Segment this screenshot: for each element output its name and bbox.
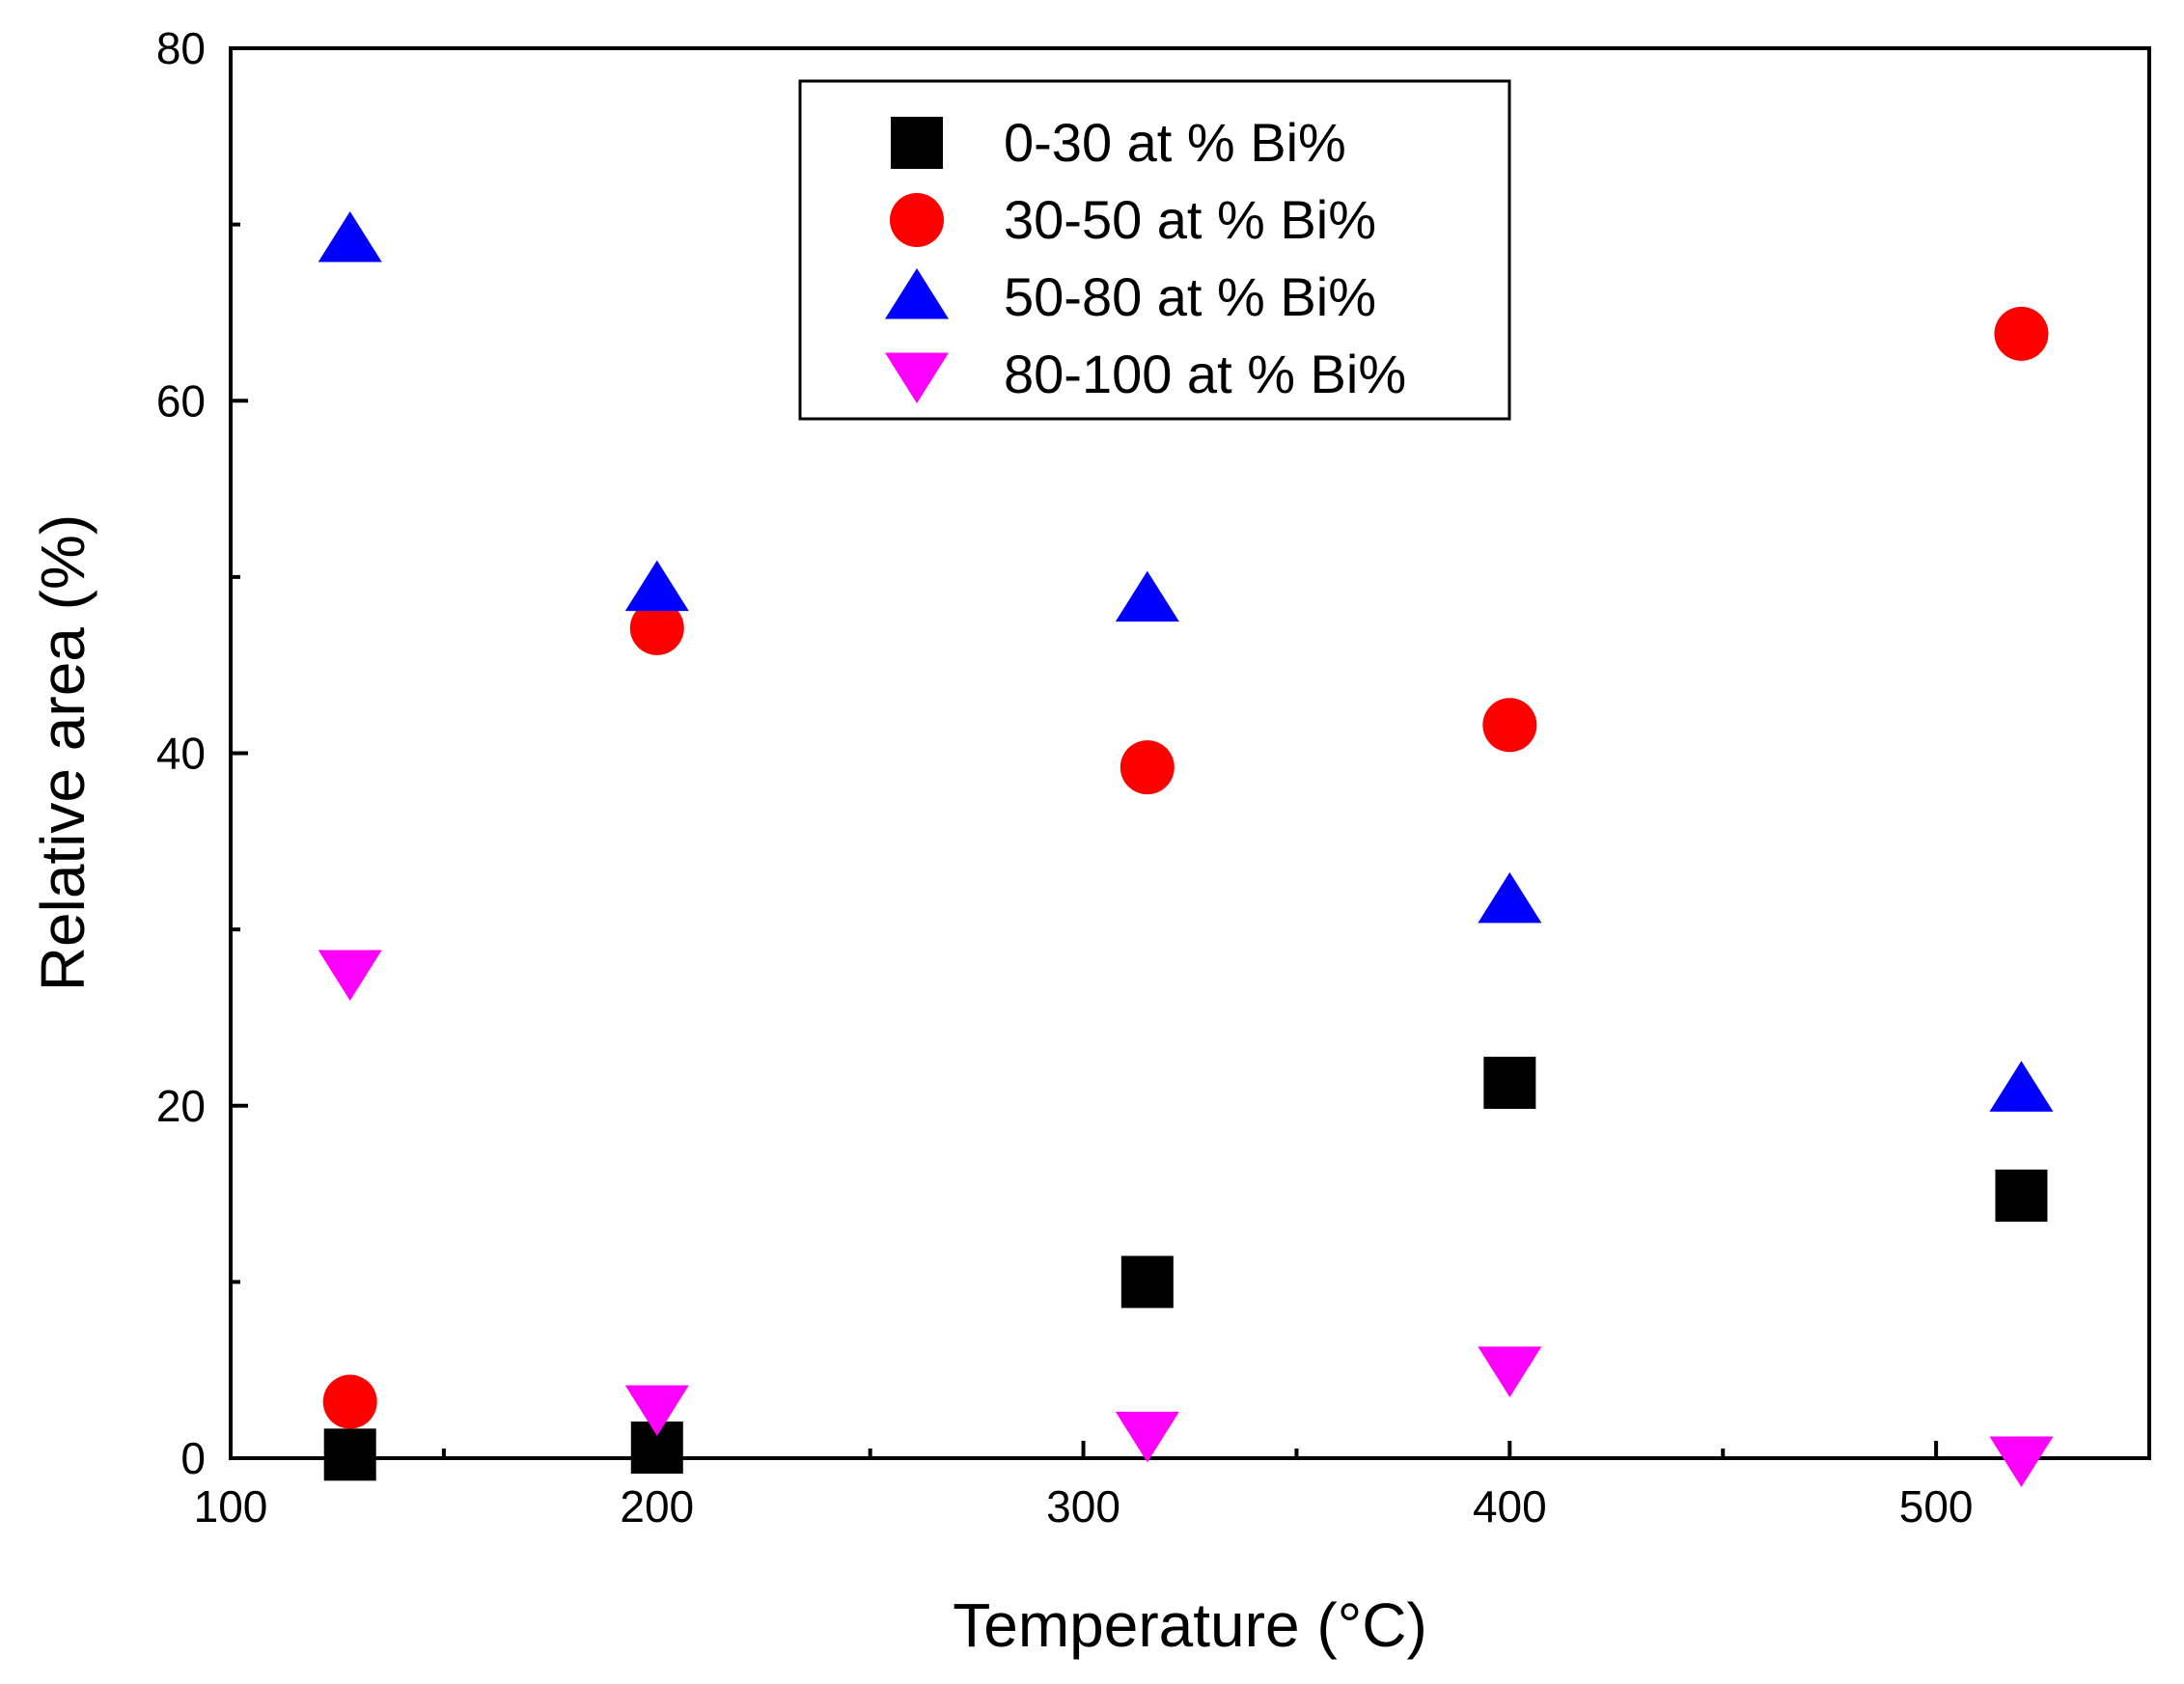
- data-point-triangle-down: [1115, 1411, 1179, 1463]
- x-tick-label: 200: [620, 1481, 694, 1532]
- legend-marker-circle: [890, 193, 944, 247]
- data-points: [318, 211, 2054, 1487]
- data-point-circle: [1994, 306, 2049, 361]
- data-point-circle: [322, 1374, 377, 1429]
- legend-label-30-50: 30-50 at % Bi%: [1004, 189, 1376, 250]
- y-tick-label: 40: [156, 729, 206, 779]
- legend-marker-square: [891, 117, 943, 169]
- legend-label-0-30: 0-30 at % Bi%: [1004, 112, 1346, 173]
- data-point-square: [1483, 1057, 1536, 1110]
- legend: 0-30 at % Bi% 30-50 at % Bi% 50-80 at % …: [798, 79, 1511, 421]
- axis-ticks: 100 200 300 400 500 0 20 40 60 80: [156, 23, 1974, 1532]
- data-point-triangle-down: [318, 950, 382, 1001]
- data-point-triangle-down: [624, 1385, 689, 1437]
- y-tick-label: 60: [156, 375, 206, 426]
- x-tick-label: 300: [1046, 1481, 1120, 1532]
- legend-label-80-100: 80-100 at % Bi%: [1004, 344, 1406, 404]
- legend-marker-triangle-up: [885, 268, 949, 319]
- data-point-triangle-up: [624, 560, 689, 612]
- data-point-square: [1995, 1169, 2048, 1222]
- data-point-circle: [1120, 740, 1175, 795]
- y-tick-label: 80: [156, 23, 206, 73]
- legend-label-50-80: 50-80 at % Bi%: [1004, 266, 1376, 327]
- data-point-square: [323, 1428, 376, 1481]
- data-point-square: [1120, 1256, 1174, 1309]
- data-point-triangle-down: [1989, 1436, 2054, 1487]
- y-tick-label: 0: [180, 1433, 206, 1483]
- y-axis-title: Relative area (%): [28, 514, 97, 991]
- data-point-triangle-down: [1478, 1346, 1542, 1397]
- data-point-circle: [1482, 698, 1537, 753]
- data-point-triangle-up: [1115, 570, 1179, 622]
- x-axis-title: Temperature (°C): [953, 1590, 1427, 1660]
- x-tick-label: 400: [1473, 1481, 1547, 1532]
- data-point-triangle-up: [1478, 871, 1542, 924]
- legend-marker-triangle-down: [885, 352, 949, 403]
- legend-markers: [885, 117, 949, 403]
- data-point-triangle-up: [1989, 1061, 2054, 1112]
- data-point-triangle-up: [318, 211, 382, 262]
- data-point-circle: [629, 600, 684, 655]
- x-tick-label: 100: [194, 1481, 268, 1532]
- y-tick-label: 20: [156, 1081, 206, 1131]
- x-tick-label: 500: [1899, 1481, 1974, 1532]
